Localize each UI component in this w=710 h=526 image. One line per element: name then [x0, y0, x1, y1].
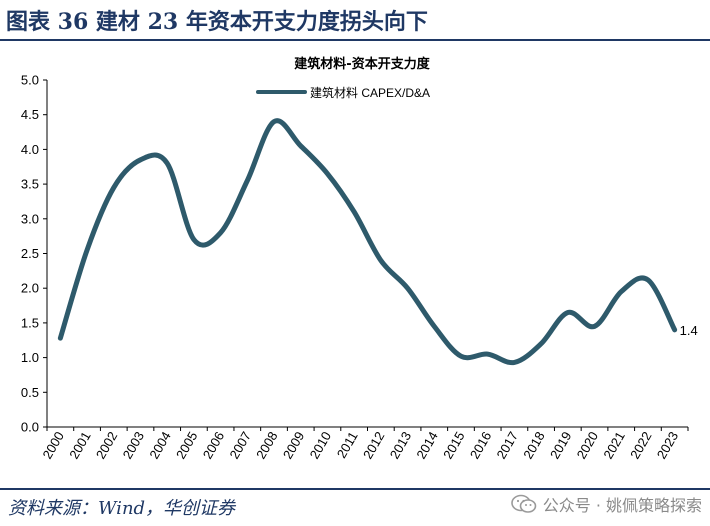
x-tick-label: 2017	[494, 429, 521, 462]
x-tick-label: 2002	[93, 429, 120, 462]
x-tick-label: 2020	[574, 429, 601, 462]
source-note: 资料来源：Wind，华创证券	[8, 498, 236, 519]
data-label: 1.4	[680, 323, 698, 338]
x-tick-label: 2019	[547, 429, 574, 462]
legend-label: 建筑材料 CAPEX/D&A	[310, 85, 430, 100]
x-tick-label: 2008	[253, 429, 280, 462]
y-tick-label: 1.5	[21, 315, 39, 330]
x-tick-label: 2009	[280, 429, 307, 462]
y-tick-label: 2.5	[21, 246, 39, 261]
report-header: 图表 36 建材 23 年资本开支力度拐头向下	[0, 0, 710, 41]
watermark-text: 公众号 · 姚佩策略探索	[542, 496, 702, 515]
x-tick-label: 2013	[387, 429, 414, 462]
x-tick-label: 2012	[360, 429, 387, 462]
x-tick-label: 2001	[66, 429, 93, 462]
x-tick-label: 2007	[226, 429, 253, 462]
x-tick-label: 2018	[520, 429, 547, 462]
chart-title: 建筑材料-资本开支力度	[294, 56, 430, 72]
capex-line-chart: 建筑材料-资本开支力度 建筑材料 CAPEX/D&A 0.0 0.5 1.0 1.5 2…	[21, 56, 698, 462]
plot-area: 1.4	[57, 118, 698, 366]
x-tick-label: 2021	[600, 429, 627, 462]
y-tick-label: 2.0	[21, 281, 39, 296]
y-tick-label: 3.5	[21, 177, 39, 192]
x-tick-label: 2010	[307, 429, 334, 462]
footer-divider	[0, 488, 710, 490]
x-tick-label: 2006	[200, 429, 227, 462]
x-tick-label: 2000	[40, 429, 67, 462]
x-tick-label: 2022	[627, 429, 654, 462]
x-tick-label: 2016	[467, 429, 494, 462]
x-tick-label: 2011	[334, 429, 361, 461]
x-tick-label: 2003	[120, 429, 147, 462]
watermark: 公众号 · 姚佩策略探索	[510, 492, 702, 516]
series-line	[57, 118, 678, 366]
y-tick-label: 4.5	[21, 107, 39, 122]
legend: 建筑材料 CAPEX/D&A	[256, 85, 430, 100]
header-divider	[0, 39, 710, 41]
y-tick-label: 0.0	[21, 420, 39, 435]
y-tick-label: 3.0	[21, 211, 39, 226]
y-tick-label: 1.0	[21, 350, 39, 365]
y-tick-label: 5.0	[21, 73, 39, 88]
wechat-icon	[510, 494, 537, 513]
y-tick-label: 4.0	[21, 142, 39, 157]
x-tick-label: 2015	[440, 429, 467, 462]
x-tick-label: 2023	[654, 429, 681, 462]
x-tick-label: 2004	[146, 429, 173, 462]
y-tick-label: 0.5	[21, 385, 39, 400]
x-tick-label: 2005	[173, 429, 200, 462]
figure-title: 图表 36 建材 23 年资本开支力度拐头向下	[6, 9, 428, 35]
x-tick-label: 2014	[413, 429, 440, 462]
